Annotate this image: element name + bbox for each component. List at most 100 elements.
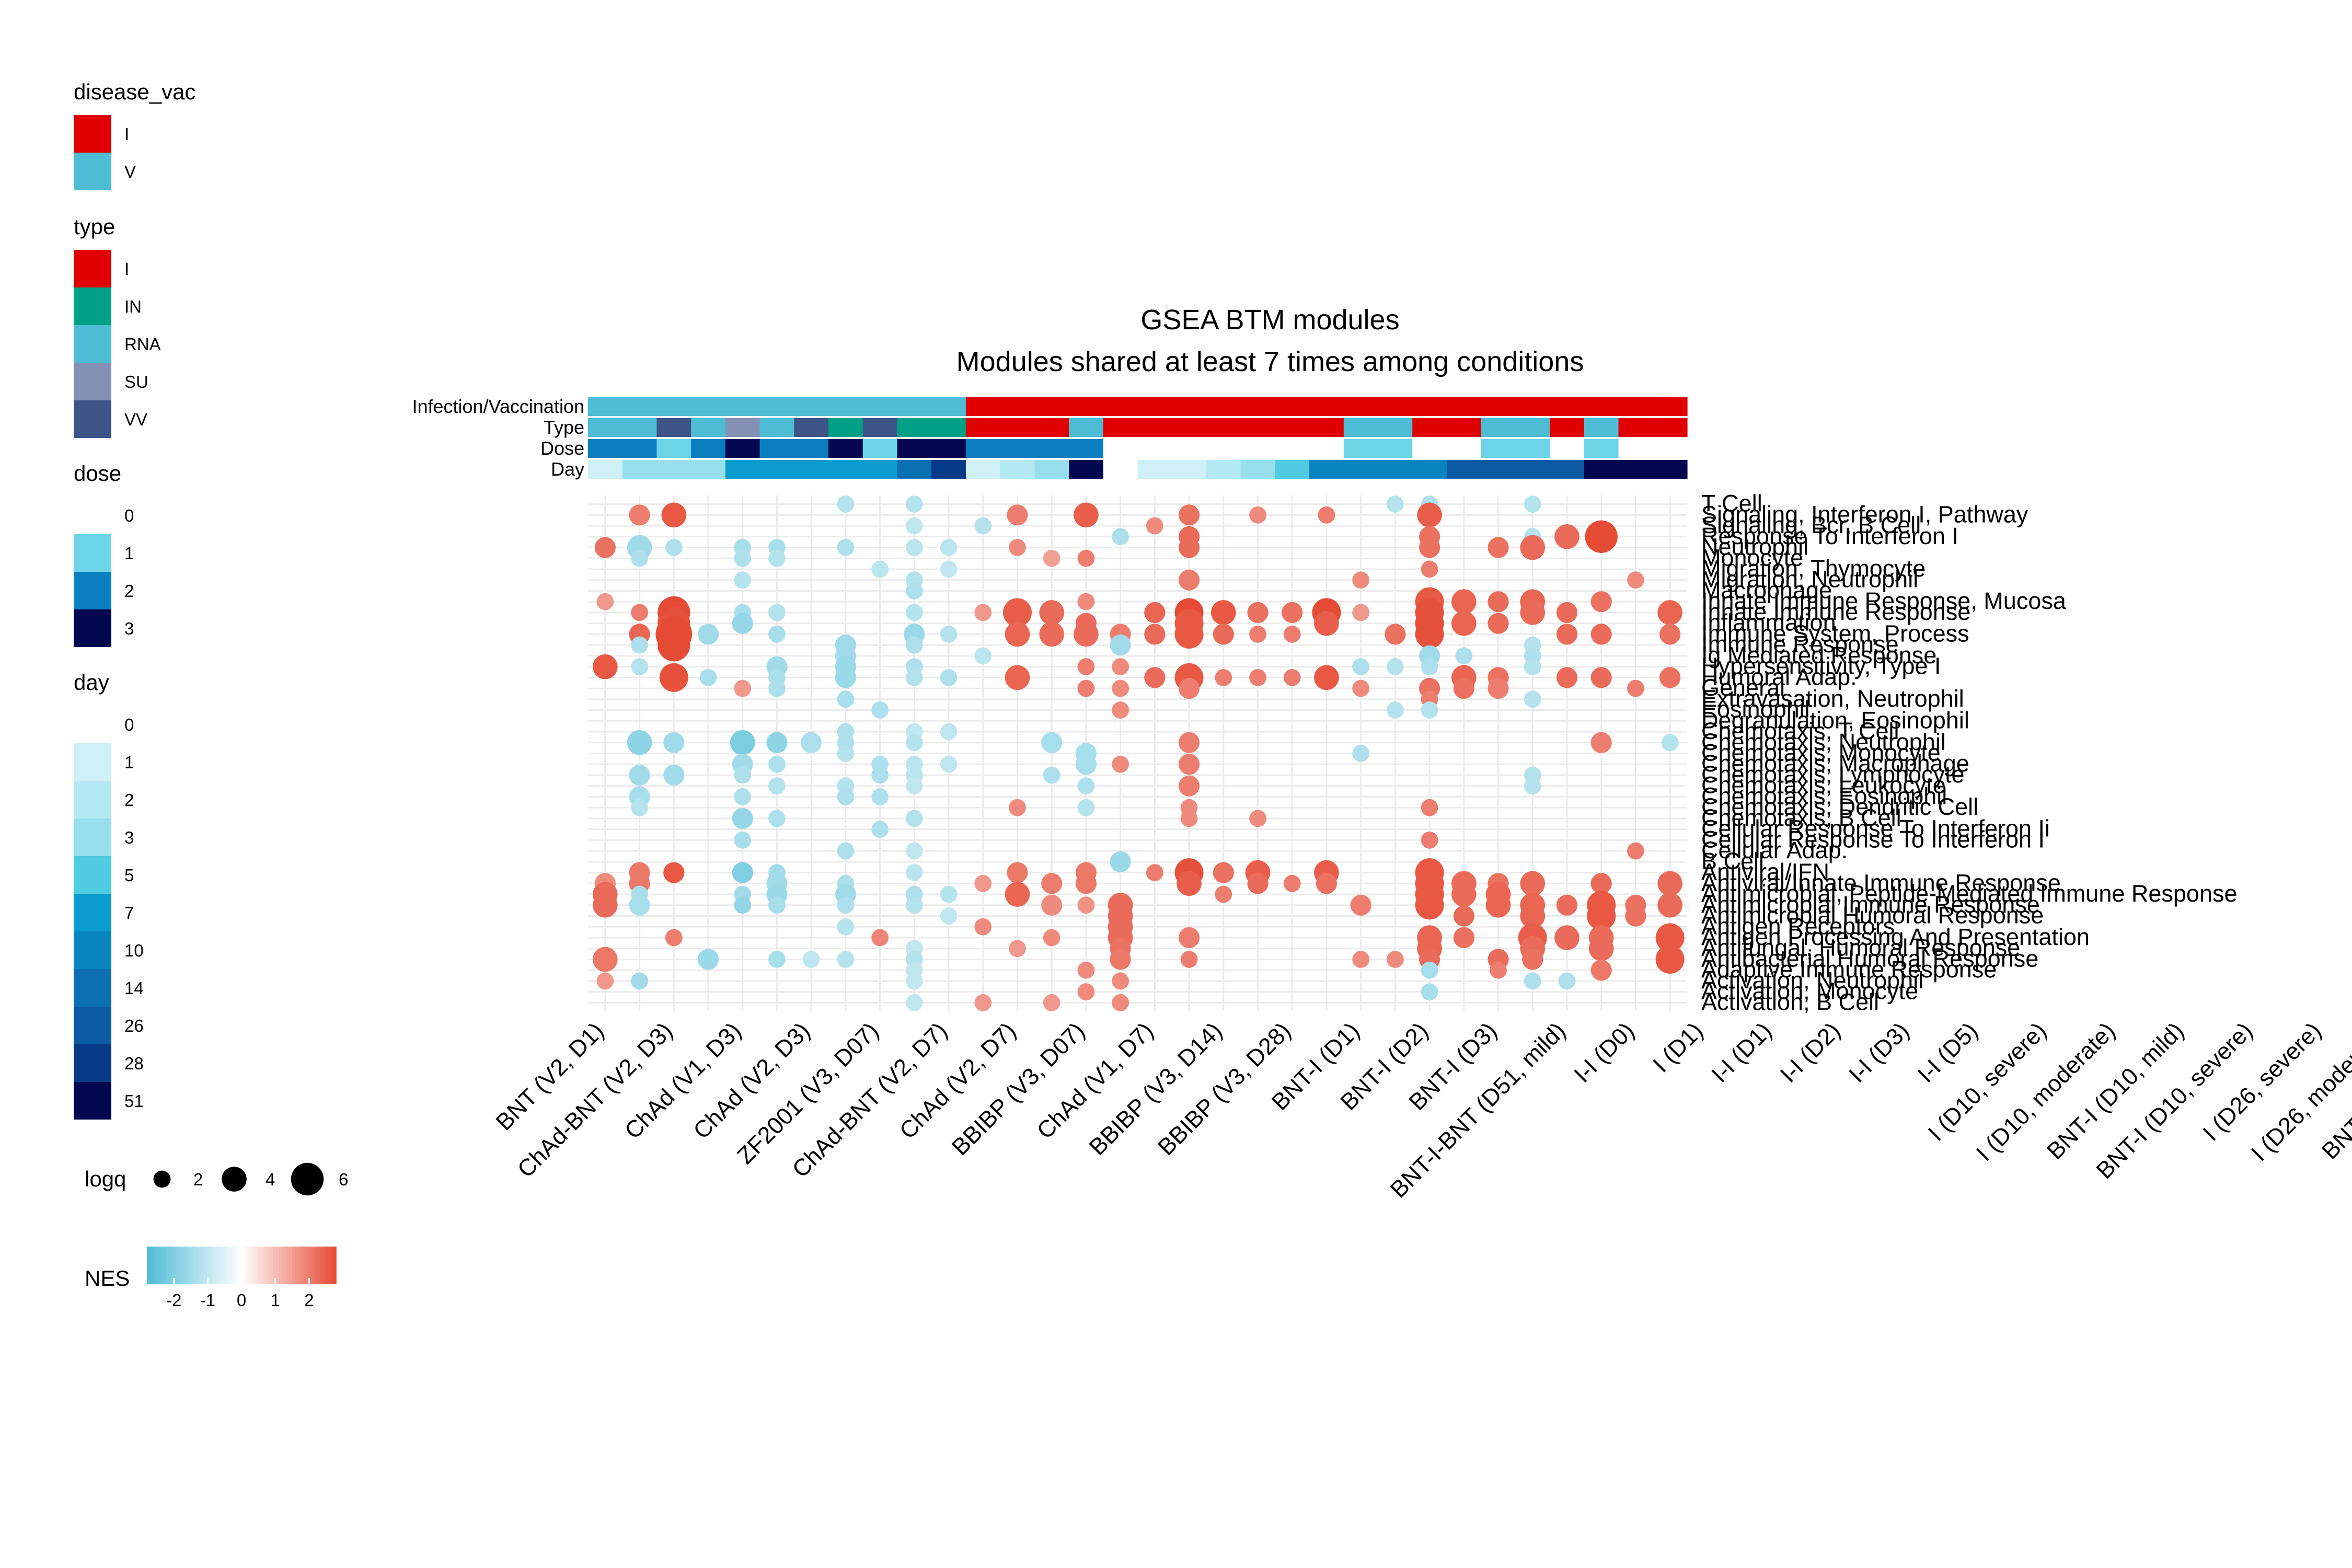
- dot: [1488, 613, 1509, 634]
- module-label: Antiviral/IFN: [1701, 859, 1829, 885]
- annotation-cell: [1172, 460, 1207, 479]
- dot: [1350, 894, 1371, 916]
- module-label: Antimicrobial Humoral Response: [1701, 902, 2044, 929]
- dot: [1421, 831, 1438, 849]
- dot: [1451, 610, 1477, 636]
- dot: [1144, 602, 1166, 624]
- annotation-cell: [1275, 460, 1310, 479]
- annotation-cell: [1481, 397, 1516, 416]
- annotation-cell: [828, 418, 863, 437]
- dot: [768, 679, 786, 697]
- dot: [1178, 927, 1200, 949]
- module-label: T Cell: [1701, 490, 1762, 517]
- colorbar-step: [254, 1247, 258, 1284]
- annotation-cell: [1378, 418, 1413, 437]
- dot: [1146, 864, 1163, 881]
- dot: [1421, 658, 1438, 676]
- dot: [1075, 873, 1097, 894]
- annotation-cell: [588, 397, 623, 416]
- legend-title: day: [74, 670, 109, 695]
- annotation-cell: [1412, 460, 1447, 479]
- annotation-cell: [1103, 397, 1138, 416]
- dot: [631, 799, 648, 816]
- colorbar-step: [156, 1247, 160, 1284]
- dot: [1041, 732, 1063, 753]
- annotation-cell: [656, 439, 691, 458]
- dot: [940, 539, 958, 556]
- dot: [1657, 600, 1682, 625]
- dot: [734, 766, 752, 784]
- dot: [629, 504, 650, 526]
- legend-swatch: [74, 781, 111, 818]
- colorbar-step: [228, 1247, 233, 1284]
- annotation-cell: [1481, 418, 1516, 437]
- dot: [1421, 961, 1438, 979]
- dot: [1009, 940, 1026, 958]
- colorbar-step: [314, 1247, 318, 1284]
- dot: [1488, 591, 1509, 613]
- annotation-cell: [759, 460, 794, 479]
- module-label: Chemotaxis, Neutrophil: [1701, 729, 1946, 755]
- annotation-cell: [1378, 439, 1413, 458]
- dot: [871, 560, 889, 578]
- legend-label: 7: [124, 903, 134, 923]
- dot: [1556, 894, 1578, 916]
- annotation-cell: [1069, 460, 1104, 479]
- colorbar-step: [273, 1247, 277, 1284]
- dot: [1556, 624, 1578, 645]
- dot: [974, 874, 992, 892]
- colorbar-step: [200, 1247, 204, 1284]
- dot: [734, 788, 752, 805]
- dot: [974, 918, 992, 936]
- annotation-cell: [1309, 418, 1344, 437]
- dot: [1180, 951, 1198, 968]
- legend-swatch: [74, 497, 111, 534]
- dot: [1417, 502, 1442, 528]
- dot: [1074, 621, 1099, 647]
- dot: [1314, 665, 1339, 690]
- annotation-cell: [1240, 418, 1275, 437]
- dot: [940, 723, 958, 741]
- module-label: Antimicrobial Immune Response: [1701, 891, 2040, 918]
- dot: [1520, 535, 1546, 560]
- dot: [1110, 635, 1131, 656]
- dot: [1178, 732, 1200, 753]
- dot: [1043, 766, 1060, 784]
- legend-title: dose: [74, 461, 121, 486]
- colorbar-step: [188, 1247, 192, 1284]
- annotation-cell: [1103, 439, 1138, 458]
- colorbar-step: [222, 1247, 226, 1284]
- dot: [1415, 619, 1444, 649]
- annotation-cell: [588, 460, 623, 479]
- dot: [1005, 882, 1030, 907]
- dot: [905, 517, 923, 535]
- legend-label: 2: [124, 581, 134, 601]
- dot: [1590, 624, 1612, 645]
- annotation-cell: [1103, 460, 1138, 479]
- legend-label: 6: [339, 1170, 348, 1189]
- dot: [837, 788, 855, 805]
- dot: [1007, 862, 1028, 883]
- annotation-cell: [1069, 397, 1104, 416]
- legend-label: I: [124, 124, 129, 144]
- annotation-cell: [1172, 439, 1207, 458]
- colorbar-step: [169, 1247, 173, 1284]
- dot: [905, 734, 923, 752]
- dot: [1178, 775, 1200, 797]
- annotation-cell: [1309, 439, 1344, 458]
- dot: [940, 560, 958, 578]
- colorbar-step: [285, 1247, 290, 1284]
- legend-label: 10: [124, 941, 144, 960]
- annotation-cell: [1550, 439, 1585, 458]
- dot: [1385, 624, 1406, 645]
- annotation-cell: [965, 397, 1001, 416]
- dot: [871, 929, 889, 947]
- legend-label: 3: [124, 619, 134, 638]
- annotation-cell: [1343, 418, 1379, 437]
- annotation-cell: [588, 418, 623, 437]
- annotation-cell: [1412, 418, 1447, 437]
- annotation-cell: [1034, 397, 1069, 416]
- colorbar-step: [153, 1247, 157, 1284]
- annotation-cell: [828, 439, 863, 458]
- dot: [1453, 677, 1474, 699]
